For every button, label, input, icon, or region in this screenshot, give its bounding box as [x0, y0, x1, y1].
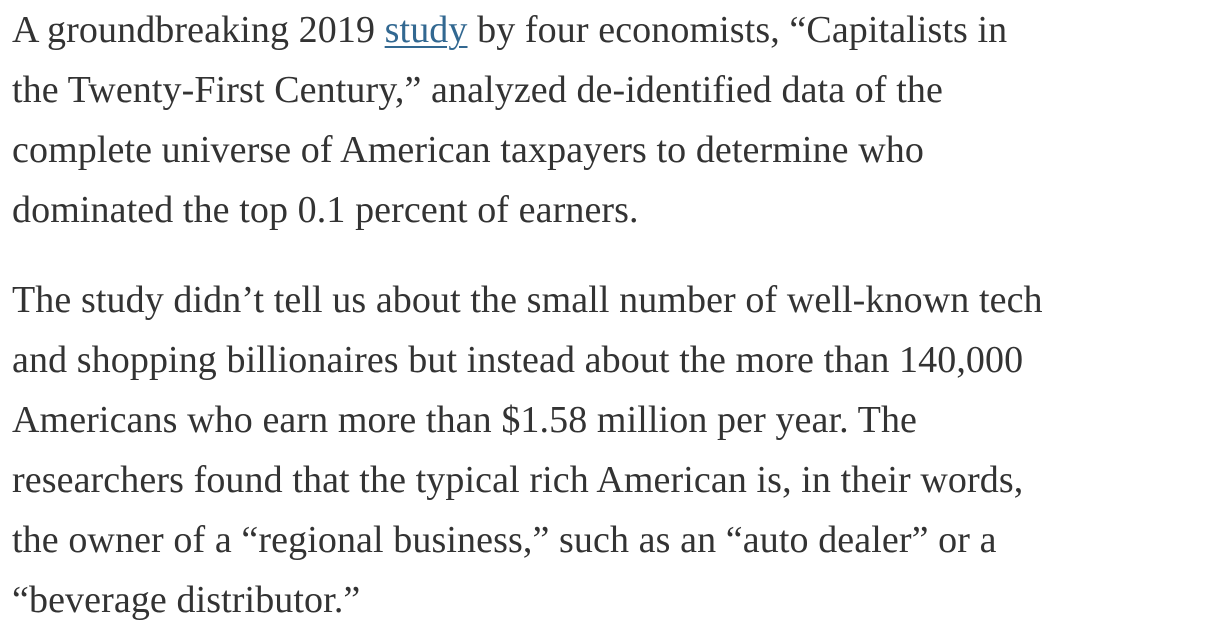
text-line: “beverage distributor.”: [12, 579, 361, 621]
link[interactable]: study: [384, 9, 468, 51]
text-line: A groundbreaking 2019 study by four econ…: [12, 0, 1216, 60]
text: A groundbreaking 2019: [12, 9, 385, 51]
text-line: the owner of a “regional business,” such…: [12, 519, 997, 561]
text-line: Americans who earn more than $1.58 milli…: [12, 399, 918, 441]
text-line: the Twenty-First Century,” analyzed de-i…: [12, 69, 943, 111]
paragraph: A groundbreaking 2019 study by four econ…: [12, 0, 1216, 240]
text-line: and shopping billionaires but instead ab…: [12, 339, 1024, 381]
paragraph: The study didn’t tell us about the small…: [12, 270, 1216, 630]
text-line: dominated the top 0.1 percent of earners…: [12, 189, 639, 231]
text-line: The study didn’t tell us about the small…: [12, 279, 1043, 321]
text-line: complete universe of American taxpayers …: [12, 129, 924, 171]
text-line: researchers found that the typical rich …: [12, 459, 1024, 501]
text: by four economists, “Capitalists in: [467, 9, 1008, 51]
